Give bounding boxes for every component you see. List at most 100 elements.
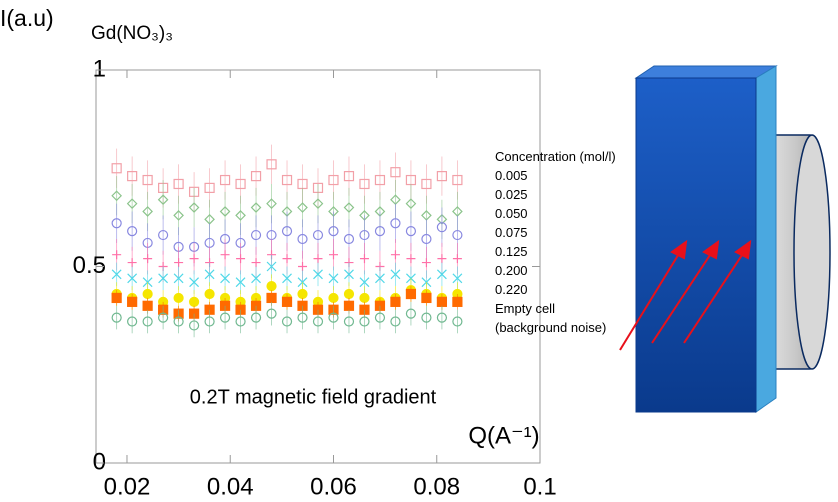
point bbox=[220, 273, 230, 284]
point bbox=[188, 296, 200, 307]
legend-entry: 0.025 bbox=[495, 187, 528, 202]
point bbox=[312, 198, 324, 209]
point bbox=[189, 277, 200, 288]
point bbox=[204, 269, 215, 280]
point bbox=[111, 269, 122, 280]
legend-entry: 0.075 bbox=[495, 225, 528, 240]
point bbox=[204, 316, 215, 327]
point bbox=[142, 288, 153, 300]
point bbox=[127, 296, 138, 307]
point bbox=[250, 312, 262, 323]
legend-entry: Empty cell (background noise) bbox=[495, 301, 607, 335]
point bbox=[375, 273, 385, 284]
point bbox=[328, 273, 339, 284]
point bbox=[421, 292, 432, 304]
point bbox=[250, 202, 262, 213]
point bbox=[235, 277, 246, 288]
point bbox=[390, 269, 401, 280]
point bbox=[297, 288, 308, 300]
point bbox=[313, 254, 323, 264]
y-tick-label: 0.5 bbox=[73, 252, 106, 279]
point bbox=[266, 281, 277, 292]
point bbox=[266, 292, 277, 304]
point bbox=[390, 218, 401, 229]
point bbox=[298, 262, 308, 271]
point bbox=[343, 202, 355, 213]
point bbox=[343, 171, 355, 182]
point bbox=[344, 269, 354, 280]
point bbox=[452, 296, 463, 307]
point bbox=[127, 226, 138, 237]
point bbox=[328, 174, 339, 186]
point bbox=[452, 229, 463, 241]
point bbox=[126, 198, 138, 209]
point bbox=[281, 296, 293, 307]
point bbox=[112, 250, 122, 260]
point bbox=[452, 273, 463, 284]
point bbox=[359, 254, 369, 264]
point bbox=[236, 254, 246, 264]
point bbox=[157, 194, 169, 206]
point bbox=[204, 182, 215, 193]
x-tick-label: 0.04 bbox=[207, 473, 254, 500]
point bbox=[328, 250, 338, 260]
legend-entry: 0.200 bbox=[495, 263, 528, 278]
legend-entry: 0.050 bbox=[495, 206, 528, 221]
point bbox=[452, 316, 463, 327]
point bbox=[374, 174, 386, 186]
x-axis-label: Q(A⁻¹) bbox=[468, 422, 539, 449]
point bbox=[452, 254, 462, 264]
point bbox=[111, 312, 122, 323]
point bbox=[436, 312, 448, 323]
point bbox=[281, 316, 293, 327]
point bbox=[142, 316, 153, 327]
subtitle: Gd(NO₃)₃ bbox=[91, 23, 173, 44]
point bbox=[343, 316, 355, 327]
y-tick-label: 1 bbox=[93, 55, 106, 82]
point bbox=[235, 210, 246, 221]
point bbox=[282, 254, 292, 264]
cylinder-end bbox=[793, 134, 831, 370]
point bbox=[390, 167, 401, 178]
point bbox=[111, 190, 122, 202]
point bbox=[143, 254, 153, 264]
point bbox=[436, 171, 448, 182]
point bbox=[297, 312, 308, 323]
point bbox=[282, 273, 292, 284]
point bbox=[219, 174, 231, 186]
slab-top bbox=[634, 65, 778, 79]
point bbox=[173, 178, 184, 190]
point bbox=[328, 312, 339, 323]
point bbox=[142, 206, 153, 217]
point bbox=[437, 254, 447, 264]
point bbox=[173, 273, 184, 284]
legend-entry: 0.005 bbox=[495, 168, 528, 183]
point bbox=[220, 250, 230, 260]
point bbox=[250, 171, 262, 182]
point bbox=[111, 163, 122, 174]
point bbox=[235, 316, 246, 327]
point bbox=[250, 229, 262, 241]
point bbox=[266, 261, 277, 272]
legend: Concentration (mol/l) 0.005 0.025 0.050 0.0… bbox=[495, 147, 621, 337]
point bbox=[359, 178, 370, 190]
point bbox=[127, 258, 137, 268]
point bbox=[281, 226, 293, 237]
point bbox=[390, 296, 401, 307]
point bbox=[127, 273, 138, 284]
point bbox=[188, 320, 200, 331]
slab-side bbox=[755, 65, 777, 413]
x-tick-label: 0.06 bbox=[310, 473, 357, 500]
point bbox=[142, 300, 153, 311]
point bbox=[436, 222, 448, 233]
point bbox=[343, 288, 355, 300]
point bbox=[158, 229, 169, 241]
point bbox=[421, 258, 431, 268]
series bbox=[111, 301, 463, 338]
point bbox=[328, 226, 339, 237]
point bbox=[142, 174, 153, 186]
point bbox=[452, 174, 463, 186]
point bbox=[390, 316, 401, 327]
